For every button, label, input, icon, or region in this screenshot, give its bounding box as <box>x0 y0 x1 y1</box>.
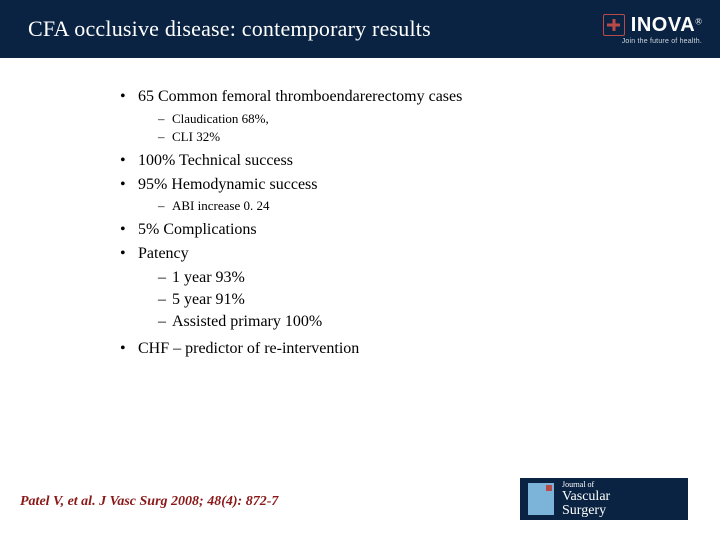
bullet-text: 5 year 91% <box>172 291 245 308</box>
registered-icon: ® <box>695 16 702 26</box>
bullet-text: 1 year 93% <box>172 269 245 286</box>
list-item: Patency 1 year 93% 5 year 91% Assisted p… <box>120 243 560 334</box>
journal-badge: Journal of Vascular Surgery <box>520 478 688 520</box>
list-item: 95% Hemodynamic success ABI increase 0. … <box>120 174 560 216</box>
list-item: 5 year 91% <box>158 289 560 311</box>
bullet-text: 65 Common femoral thromboendarerectomy c… <box>138 88 462 105</box>
sub-list: ABI increase 0. 24 <box>158 197 560 215</box>
bullet-text: Assisted primary 100% <box>172 313 322 330</box>
journal-cover-icon <box>528 483 554 515</box>
sub-list: Claudication 68%, CLI 32% <box>158 110 560 146</box>
list-item: 100% Technical success <box>120 150 560 172</box>
brand-logo: INOVA® Join the future of health. <box>603 14 702 45</box>
logo-main-row: INOVA® <box>603 14 702 37</box>
bullet-text: CHF – predictor of re-intervention <box>138 340 359 357</box>
bullet-text: 5% Complications <box>138 221 257 238</box>
list-item: CLI 32% <box>158 128 560 146</box>
citation-text: Patel V, et al. J Vasc Surg 2008; 48(4):… <box>20 494 278 510</box>
list-item: 65 Common femoral thromboendarerectomy c… <box>120 86 560 146</box>
journal-line2: Surgery <box>562 504 610 518</box>
bullet-text: Patency <box>138 245 189 262</box>
journal-small-line: Journal of <box>562 481 610 489</box>
main-bullet-list: 65 Common femoral thromboendarerectomy c… <box>120 86 560 359</box>
medical-cross-icon <box>603 14 625 36</box>
bullet-text: CLI 32% <box>172 129 220 144</box>
bullet-text: Claudication 68%, <box>172 111 269 126</box>
journal-badge-text: Journal of Vascular Surgery <box>562 481 610 518</box>
bullet-text: 100% Technical success <box>138 152 293 169</box>
bullet-text: ABI increase 0. 24 <box>172 198 269 213</box>
logo-tagline: Join the future of health. <box>622 38 702 45</box>
list-item: CHF – predictor of re-intervention <box>120 338 560 360</box>
header-bar: CFA occlusive disease: contemporary resu… <box>0 0 720 58</box>
list-item: ABI increase 0. 24 <box>158 197 560 215</box>
logo-wordmark: INOVA® <box>631 14 702 37</box>
bullet-text: 95% Hemodynamic success <box>138 176 318 193</box>
content-area: 65 Common femoral thromboendarerectomy c… <box>0 58 560 359</box>
logo-text: INOVA <box>631 14 695 36</box>
list-item: 1 year 93% <box>158 267 560 289</box>
list-item: 5% Complications <box>120 219 560 241</box>
list-item: Assisted primary 100% <box>158 311 560 333</box>
list-item: Claudication 68%, <box>158 110 560 128</box>
journal-line1: Vascular <box>562 490 610 504</box>
sub-list: 1 year 93% 5 year 91% Assisted primary 1… <box>158 267 560 334</box>
slide-title: CFA occlusive disease: contemporary resu… <box>28 16 431 42</box>
